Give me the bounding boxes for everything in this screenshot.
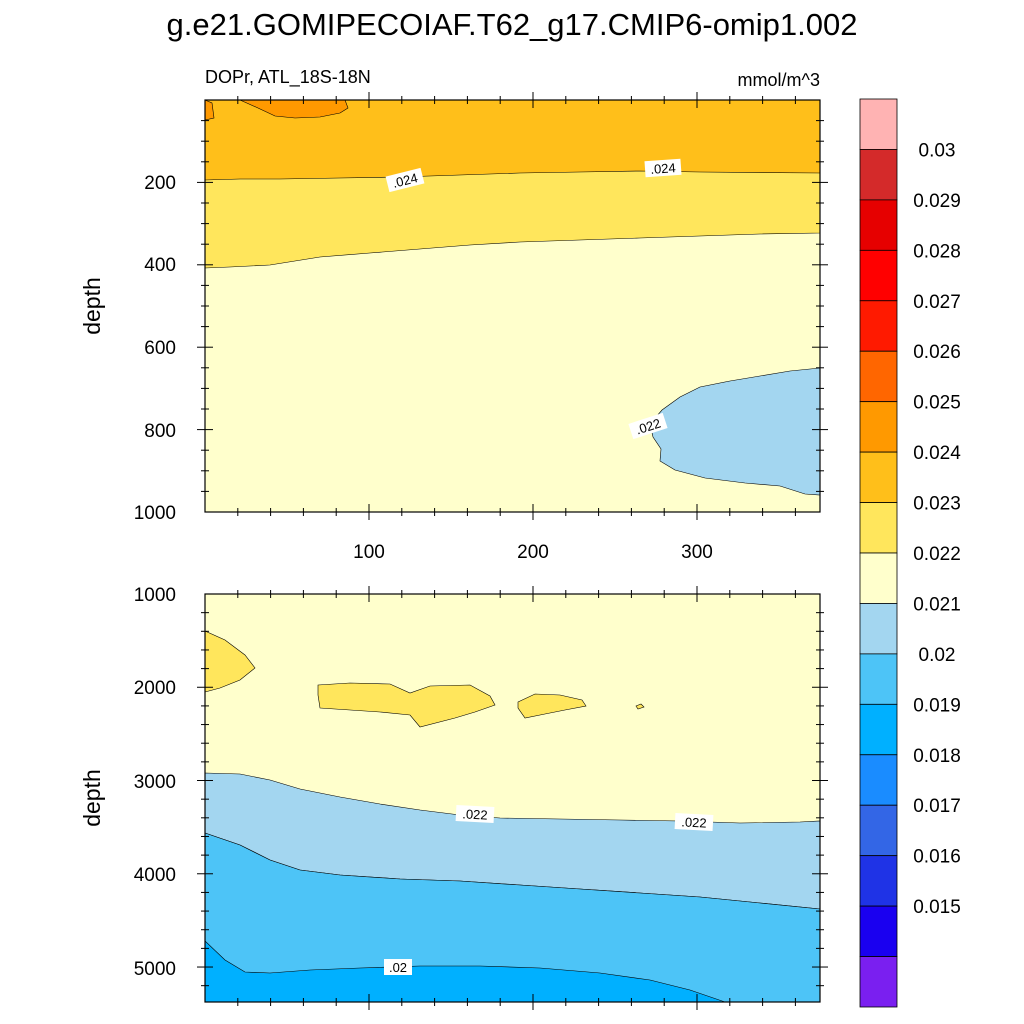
- colorbar-label-4: 0.026: [913, 342, 961, 363]
- upper-ytick-800: 800: [144, 421, 176, 442]
- lower-ytick-4000: 4000: [134, 865, 176, 886]
- chart-title: g.e21.GOMIPECOIAF.T62_g17.CMIP6-omip1.00…: [167, 7, 858, 42]
- colorbar-label-15: 0.015: [913, 897, 961, 918]
- upper-ytick-600: 600: [144, 338, 176, 359]
- lower-panel: .022 .022 .02 1000 2000 3000 4000 5000 d…: [79, 585, 828, 1010]
- colorbar-box-8: [859, 502, 898, 554]
- colorbar-box-4: [859, 300, 898, 352]
- colorbar-box-15: [859, 855, 898, 907]
- colorbar-box-12: [859, 703, 898, 756]
- colorbar-box-16: [859, 905, 898, 957]
- upper-xtick-200: 200: [517, 542, 549, 563]
- colorbar-label-2: 0.028: [913, 241, 961, 262]
- upper-ytick-400: 400: [144, 255, 176, 276]
- colorbar-box-1: [859, 149, 898, 201]
- colorbar-label-14: 0.016: [913, 847, 961, 868]
- colorbar-label-13: 0.017: [913, 796, 961, 817]
- lower-island-4: [635, 703, 645, 710]
- colorbar-label-0: 0.03: [919, 140, 956, 161]
- lower-contour-label-2: .022: [681, 814, 707, 830]
- upper-ylabel: depth: [79, 277, 105, 335]
- colorbar-label-11: 0.019: [913, 695, 961, 716]
- colorbar-box-7: [859, 451, 898, 503]
- lower-island-2: [317, 682, 496, 728]
- upper-panel: .024 .024 .022 200 400 600 800 1000 100 …: [79, 92, 828, 563]
- lower-island-1: [204, 630, 256, 693]
- colorbar-box-2: [859, 199, 898, 251]
- colorbar-label-8: 0.022: [913, 544, 961, 565]
- lower-plot-frame: [204, 593, 821, 1003]
- upper-ytick-1000: 1000: [134, 503, 176, 524]
- upper-contour-label-1: .024: [391, 170, 419, 191]
- colorbar: [859, 98, 898, 1008]
- colorbar-label-5: 0.025: [913, 393, 961, 414]
- colorbar-box-5: [859, 350, 898, 403]
- colorbar-label-9: 0.021: [913, 594, 961, 615]
- lower-ytick-3000: 3000: [134, 772, 176, 793]
- colorbar-label-1: 0.029: [913, 191, 961, 212]
- colorbar-box-0: [859, 98, 898, 150]
- colorbar-box-9: [859, 552, 898, 604]
- colorbar-label-10: 0.02: [919, 645, 956, 666]
- left-subtitle: DOPr, ATL_18S-18N: [205, 67, 371, 88]
- colorbar-label-6: 0.024: [913, 443, 961, 464]
- lower-ylabel: depth: [79, 769, 105, 827]
- colorbar-box-3: [859, 249, 898, 302]
- colorbar-box-6: [859, 401, 898, 453]
- upper-tick-marks: [197, 92, 828, 520]
- colorbar-label-12: 0.018: [913, 746, 961, 767]
- colorbar-box-13: [859, 754, 898, 806]
- lower-contour-label-1: .022: [462, 806, 488, 822]
- lower-island-3: [517, 693, 587, 719]
- upper-contour-label-3: .022: [634, 415, 663, 437]
- colorbar-box-14: [859, 804, 898, 857]
- colorbar-box-10: [859, 603, 898, 655]
- colorbar-label-7: 0.023: [913, 494, 961, 515]
- lower-contour-label-3: .02: [389, 960, 407, 975]
- lower-tick-marks: [197, 586, 828, 1010]
- colorbar-label-3: 0.027: [913, 292, 961, 313]
- lower-ytick-2000: 2000: [134, 678, 176, 699]
- lower-ytick-5000: 5000: [134, 959, 176, 980]
- upper-contour-label-2: .024: [650, 160, 676, 177]
- upper-xtick-300: 300: [681, 542, 713, 563]
- colorbar-box-17: [859, 956, 898, 1008]
- colorbar-box-11: [859, 653, 898, 705]
- colorbar-labels: 0.03 0.029 0.028 0.027 0.026 0.025 0.024 0.023 0…: [913, 140, 961, 918]
- upper-xtick-100: 100: [353, 542, 385, 563]
- lower-ytick-1000: 1000: [134, 585, 176, 606]
- right-subtitle: mmol/m^3: [738, 70, 820, 90]
- upper-band-021-022: [649, 367, 821, 496]
- upper-ytick-200: 200: [144, 173, 176, 194]
